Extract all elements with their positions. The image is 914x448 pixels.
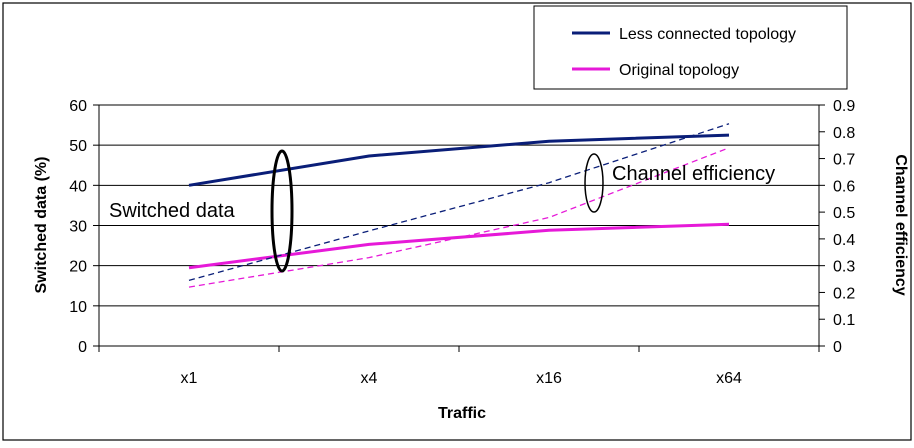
switched-data-ellipse — [270, 149, 294, 273]
right-tick-label: 0.8 — [833, 125, 855, 142]
right-tick-label: 0.5 — [833, 205, 855, 222]
left-tick-label: 60 — [69, 98, 87, 115]
channel-efficiency-annotation: Channel efficiency — [612, 163, 775, 185]
x-axis: x1 x4 x16 x64 — [98, 345, 820, 387]
left-tick-label: 40 — [69, 178, 87, 195]
left-tick-label: 50 — [69, 138, 87, 155]
efficiency-line-2 — [188, 123, 730, 282]
legend-label-less-connected: Less connected topology — [619, 26, 796, 43]
right-tick-label: 0.9 — [833, 98, 855, 115]
switched-data-line-0 — [188, 133, 730, 187]
right-tick-label: 0.3 — [833, 259, 855, 276]
series-layer — [188, 123, 730, 288]
left-axis: 0 10 20 30 40 50 60 — [69, 98, 100, 356]
legend-box — [533, 5, 848, 90]
annotation-layer: Switched data Channel efficiency — [109, 149, 775, 273]
x-axis-title: Traffic — [438, 405, 486, 422]
x-tick-label: x1 — [181, 370, 198, 387]
right-axis-title: Channel efficiency — [892, 154, 909, 295]
x-tick-label: x4 — [361, 370, 378, 387]
efficiency-line-3 — [188, 147, 730, 288]
left-tick-label: 10 — [69, 299, 87, 316]
x-tick-label: x16 — [536, 370, 562, 387]
legend-label-original: Original topology — [619, 62, 739, 79]
legend: Less connected topology Original topolog… — [533, 5, 848, 90]
right-axis: 0 0.1 0.2 0.3 0.4 0.5 0.6 0.7 0.8 0.9 — [818, 98, 855, 356]
switched-data-annotation: Switched data — [109, 200, 236, 222]
left-tick-label: 0 — [78, 339, 87, 356]
right-tick-label: 0.6 — [833, 178, 855, 195]
right-tick-label: 0.1 — [833, 312, 855, 329]
left-tick-label: 30 — [69, 219, 87, 236]
grid-lines — [99, 104, 819, 307]
left-axis-title: Switched data (%) — [33, 157, 50, 294]
right-tick-label: 0.2 — [833, 285, 855, 302]
right-tick-label: 0.4 — [833, 232, 855, 249]
channel-efficiency-ellipse — [584, 153, 604, 213]
x-tick-label: x64 — [716, 370, 742, 387]
right-tick-label: 0 — [833, 339, 842, 356]
left-tick-label: 20 — [69, 259, 87, 276]
right-tick-label: 0.7 — [833, 152, 855, 169]
